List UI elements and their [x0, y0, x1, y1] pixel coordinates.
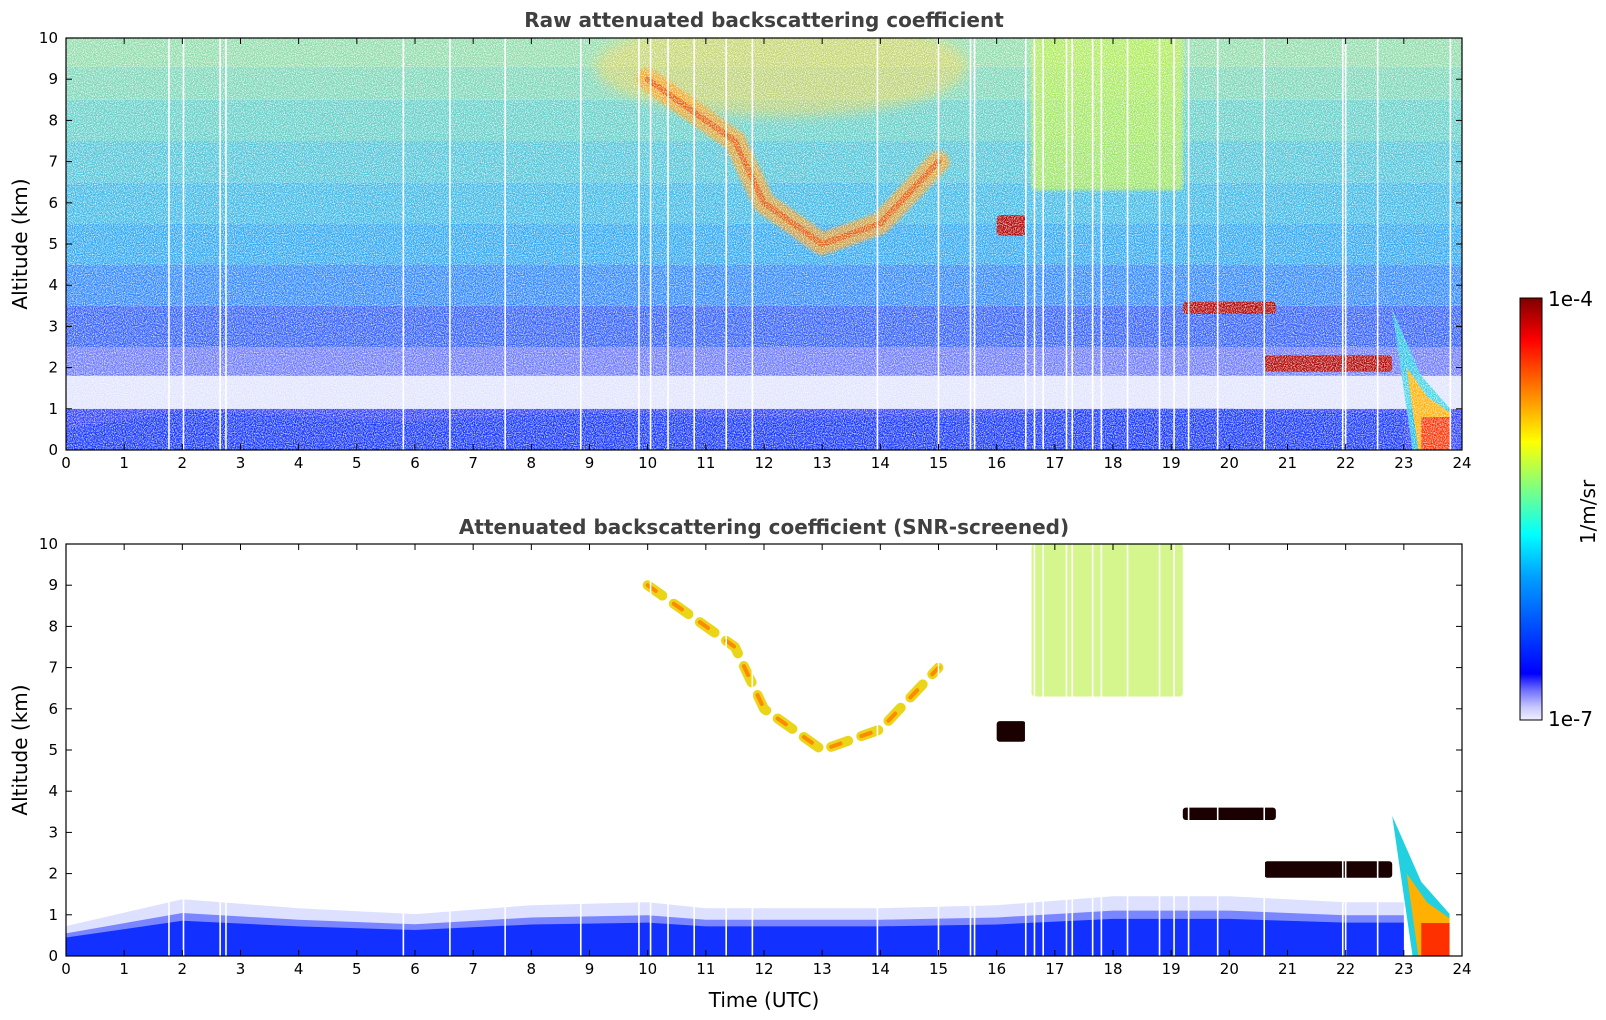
x-tick-label: 11	[696, 960, 715, 978]
colorbar-unit-label: 1/m/sr	[1576, 479, 1600, 544]
x-tick-label: 0	[61, 960, 71, 978]
panel1-plot	[66, 38, 1462, 450]
y-tick-label: 9	[48, 70, 58, 88]
x-tick-label: 18	[1103, 454, 1122, 472]
panel1-ticks: 0 1 2 3 4 5 6 7 8 9 10 11 12 13 14 15 16 17 18 19 20 21 22 23 24…	[39, 29, 1472, 472]
x-tick-label: 15	[929, 454, 948, 472]
y-tick-label: 4	[48, 276, 58, 294]
x-tick-label: 21	[1278, 960, 1297, 978]
x-tick-label: 12	[754, 960, 773, 978]
y-tick-label: 5	[48, 741, 58, 759]
y-tick-label: 5	[48, 235, 58, 253]
y-tick-label: 10	[39, 535, 58, 553]
colorbar: 1e-4 1e-7 1/m/sr	[1519, 287, 1600, 731]
y-tick-label: 0	[48, 947, 58, 965]
x-tick-label: 22	[1336, 960, 1355, 978]
panel2-screened-features	[66, 544, 1451, 956]
x-tick-label: 14	[871, 960, 890, 978]
y-tick-label: 1	[48, 400, 58, 418]
x-tick-label: 5	[352, 960, 362, 978]
x-tick-label: 24	[1452, 960, 1471, 978]
x-tick-label: 7	[468, 960, 478, 978]
screened-cloud-layer	[996, 721, 1026, 742]
x-tick-label: 12	[754, 454, 773, 472]
x-tick-label: 9	[585, 960, 595, 978]
y-tick-label: 3	[48, 823, 58, 841]
x-tick-label: 13	[813, 454, 832, 472]
x-tick-label: 10	[638, 454, 657, 472]
screened-cloud-layer	[1031, 544, 1183, 697]
screened-cloud-layer	[1264, 861, 1393, 878]
x-tick-label: 16	[987, 454, 1006, 472]
x-tick-label: 23	[1394, 454, 1413, 472]
y-tick-label: 3	[48, 317, 58, 335]
panel1-data-gaps	[168, 38, 1452, 450]
x-tick-label: 17	[1045, 960, 1064, 978]
x-tick-label: 15	[929, 960, 948, 978]
x-tick-label: 20	[1220, 454, 1239, 472]
y-tick-label: 1	[48, 906, 58, 924]
y-tick-label: 7	[48, 659, 58, 677]
x-tick-label: 6	[410, 960, 420, 978]
panel2-ylabel: Altitude (km)	[8, 684, 32, 815]
x-tick-label: 3	[236, 960, 246, 978]
x-tick-label: 19	[1162, 454, 1181, 472]
y-tick-label: 9	[48, 576, 58, 594]
colorbar-min-label: 1e-7	[1548, 707, 1593, 731]
x-tick-label: 9	[585, 454, 595, 472]
y-tick-label: 0	[48, 441, 58, 459]
x-tick-label: 24	[1452, 454, 1471, 472]
screened-precipitation-max	[1421, 923, 1451, 956]
panel2-title: Attenuated backscattering coefficient (S…	[459, 515, 1069, 539]
x-tick-label: 7	[468, 454, 478, 472]
panel2-data-gaps	[168, 544, 1452, 956]
screened-cirrus-core	[645, 583, 941, 752]
x-tick-label: 14	[871, 454, 890, 472]
screened-cloud-layer	[1182, 807, 1276, 821]
x-tick-label: 0	[61, 454, 71, 472]
panel2-plot	[66, 544, 1462, 956]
x-tick-label: 18	[1103, 960, 1122, 978]
x-tick-label: 1	[119, 960, 129, 978]
x-tick-label: 5	[352, 454, 362, 472]
x-tick-label: 11	[696, 454, 715, 472]
y-tick-label: 2	[48, 865, 58, 883]
x-tick-label: 10	[638, 960, 657, 978]
x-tick-label: 20	[1220, 960, 1239, 978]
x-tick-label: 3	[236, 454, 246, 472]
y-tick-label: 8	[48, 111, 58, 129]
x-tick-label: 23	[1394, 960, 1413, 978]
panel1-speckle-noise	[66, 38, 1462, 450]
panel2-xlabel: Time (UTC)	[708, 988, 820, 1012]
x-tick-label: 6	[410, 454, 420, 472]
panel2-ticks: 0 1 2 3 4 5 6 7 8 9 10 11 12 13 14 15 16 17 18 19 20 21 22 23 24…	[39, 535, 1472, 978]
x-tick-label: 19	[1162, 960, 1181, 978]
x-tick-label: 8	[527, 454, 537, 472]
y-tick-label: 8	[48, 617, 58, 635]
x-tick-label: 21	[1278, 454, 1297, 472]
y-tick-label: 7	[48, 153, 58, 171]
x-tick-label: 4	[294, 454, 304, 472]
x-tick-label: 1	[119, 454, 129, 472]
y-tick-label: 6	[48, 700, 58, 718]
y-tick-label: 4	[48, 782, 58, 800]
x-tick-label: 16	[987, 960, 1006, 978]
y-tick-label: 2	[48, 359, 58, 377]
x-tick-label: 2	[178, 454, 188, 472]
colorbar-max-label: 1e-4	[1548, 287, 1593, 311]
x-tick-label: 17	[1045, 454, 1064, 472]
y-tick-label: 6	[48, 194, 58, 212]
panel1-ylabel: Altitude (km)	[8, 178, 32, 309]
x-tick-label: 2	[178, 960, 188, 978]
colorbar-gradient	[1519, 297, 1543, 721]
y-tick-label: 10	[39, 29, 58, 47]
x-tick-label: 8	[527, 960, 537, 978]
x-tick-label: 4	[294, 960, 304, 978]
x-tick-label: 22	[1336, 454, 1355, 472]
screened-boundary-layer	[66, 918, 1404, 956]
x-tick-label: 13	[813, 960, 832, 978]
panel1-title: Raw attenuated backscattering coefficien…	[524, 8, 1004, 32]
